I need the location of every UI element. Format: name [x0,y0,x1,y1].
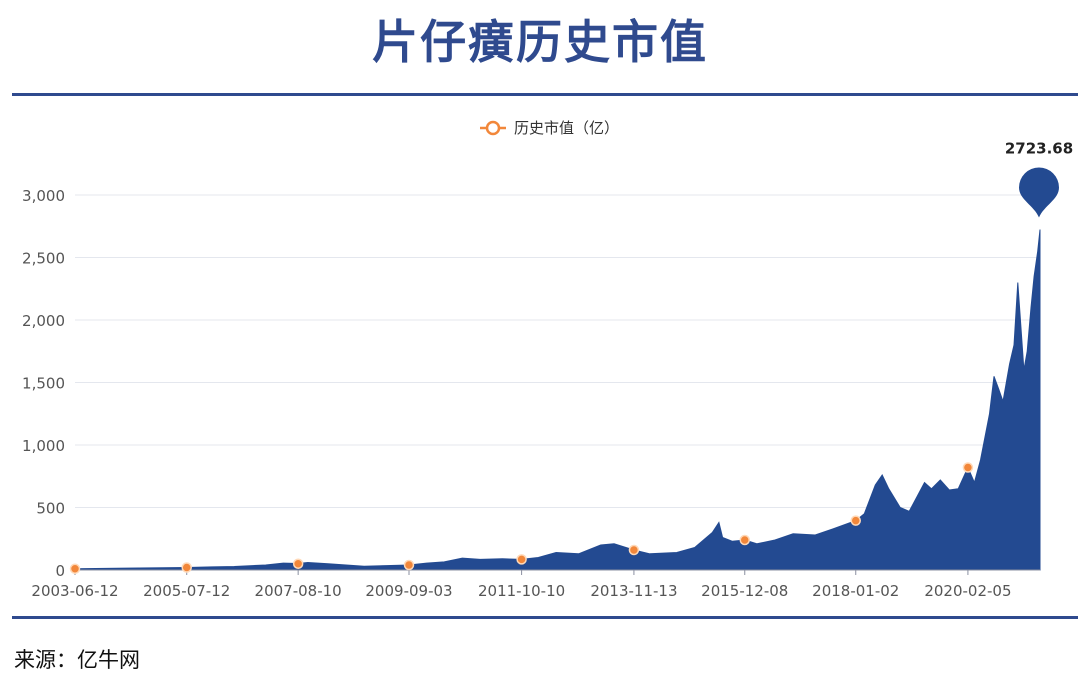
y-tick-label: 1,000 [22,437,65,455]
x-tick-label: 2003-06-12 [31,582,118,600]
data-marker[interactable] [516,554,527,565]
x-tick-label: 2018-01-02 [812,582,899,600]
data-marker[interactable] [850,515,862,526]
y-tick-label: 500 [36,500,65,518]
y-tick-label: 1,500 [22,375,65,393]
y-axis-labels: 0 500 1,000 1,500 2,000 2,500 3,000 [22,187,65,580]
peak-callout[interactable]: 2723.68 [1005,140,1073,218]
x-tick-label: 2009-09-03 [365,582,452,600]
x-tick-label: 2015-12-08 [701,582,788,600]
x-tick-label: 2011-10-10 [478,582,565,600]
x-tick-label: 2020-02-05 [924,582,1011,600]
data-marker[interactable] [403,559,415,571]
y-tick-label: 2,500 [22,250,65,268]
legend-marker-icon [485,120,501,136]
x-tick-label: 2013-11-13 [590,582,677,600]
data-marker[interactable] [962,462,974,473]
market-cap-chart: 0 500 1,000 1,500 2,000 2,500 3,000 2003-06-12… [22,119,1073,600]
legend[interactable]: 历史市值（亿） [480,119,619,137]
data-marker[interactable] [292,558,304,569]
grid-lines [75,194,1040,508]
data-markers [69,462,974,574]
y-tick-label: 0 [55,562,65,580]
data-marker[interactable] [628,544,640,556]
page-title: 片仔癀历史市值 [372,15,708,69]
data-marker[interactable] [69,563,81,574]
title-divider [12,93,1078,96]
y-tick-label: 3,000 [22,187,65,205]
peak-value-label: 2723.68 [1005,140,1073,158]
footer-divider [12,616,1078,619]
x-axis-labels: 2003-06-12 2005-07-12 2007-08-10 2009-09-03… [31,582,1011,600]
x-tick-label: 2005-07-12 [143,582,230,600]
y-tick-label: 2,000 [22,312,65,330]
source-note: 来源：亿牛网 [14,648,140,672]
map-pin-icon [1019,167,1059,218]
data-marker[interactable] [739,534,751,546]
data-marker[interactable] [181,562,192,573]
legend-label: 历史市值（亿） [514,119,619,137]
x-tick-label: 2007-08-10 [255,582,342,600]
market-cap-area [74,229,1041,571]
x-tick-marks [74,570,969,575]
